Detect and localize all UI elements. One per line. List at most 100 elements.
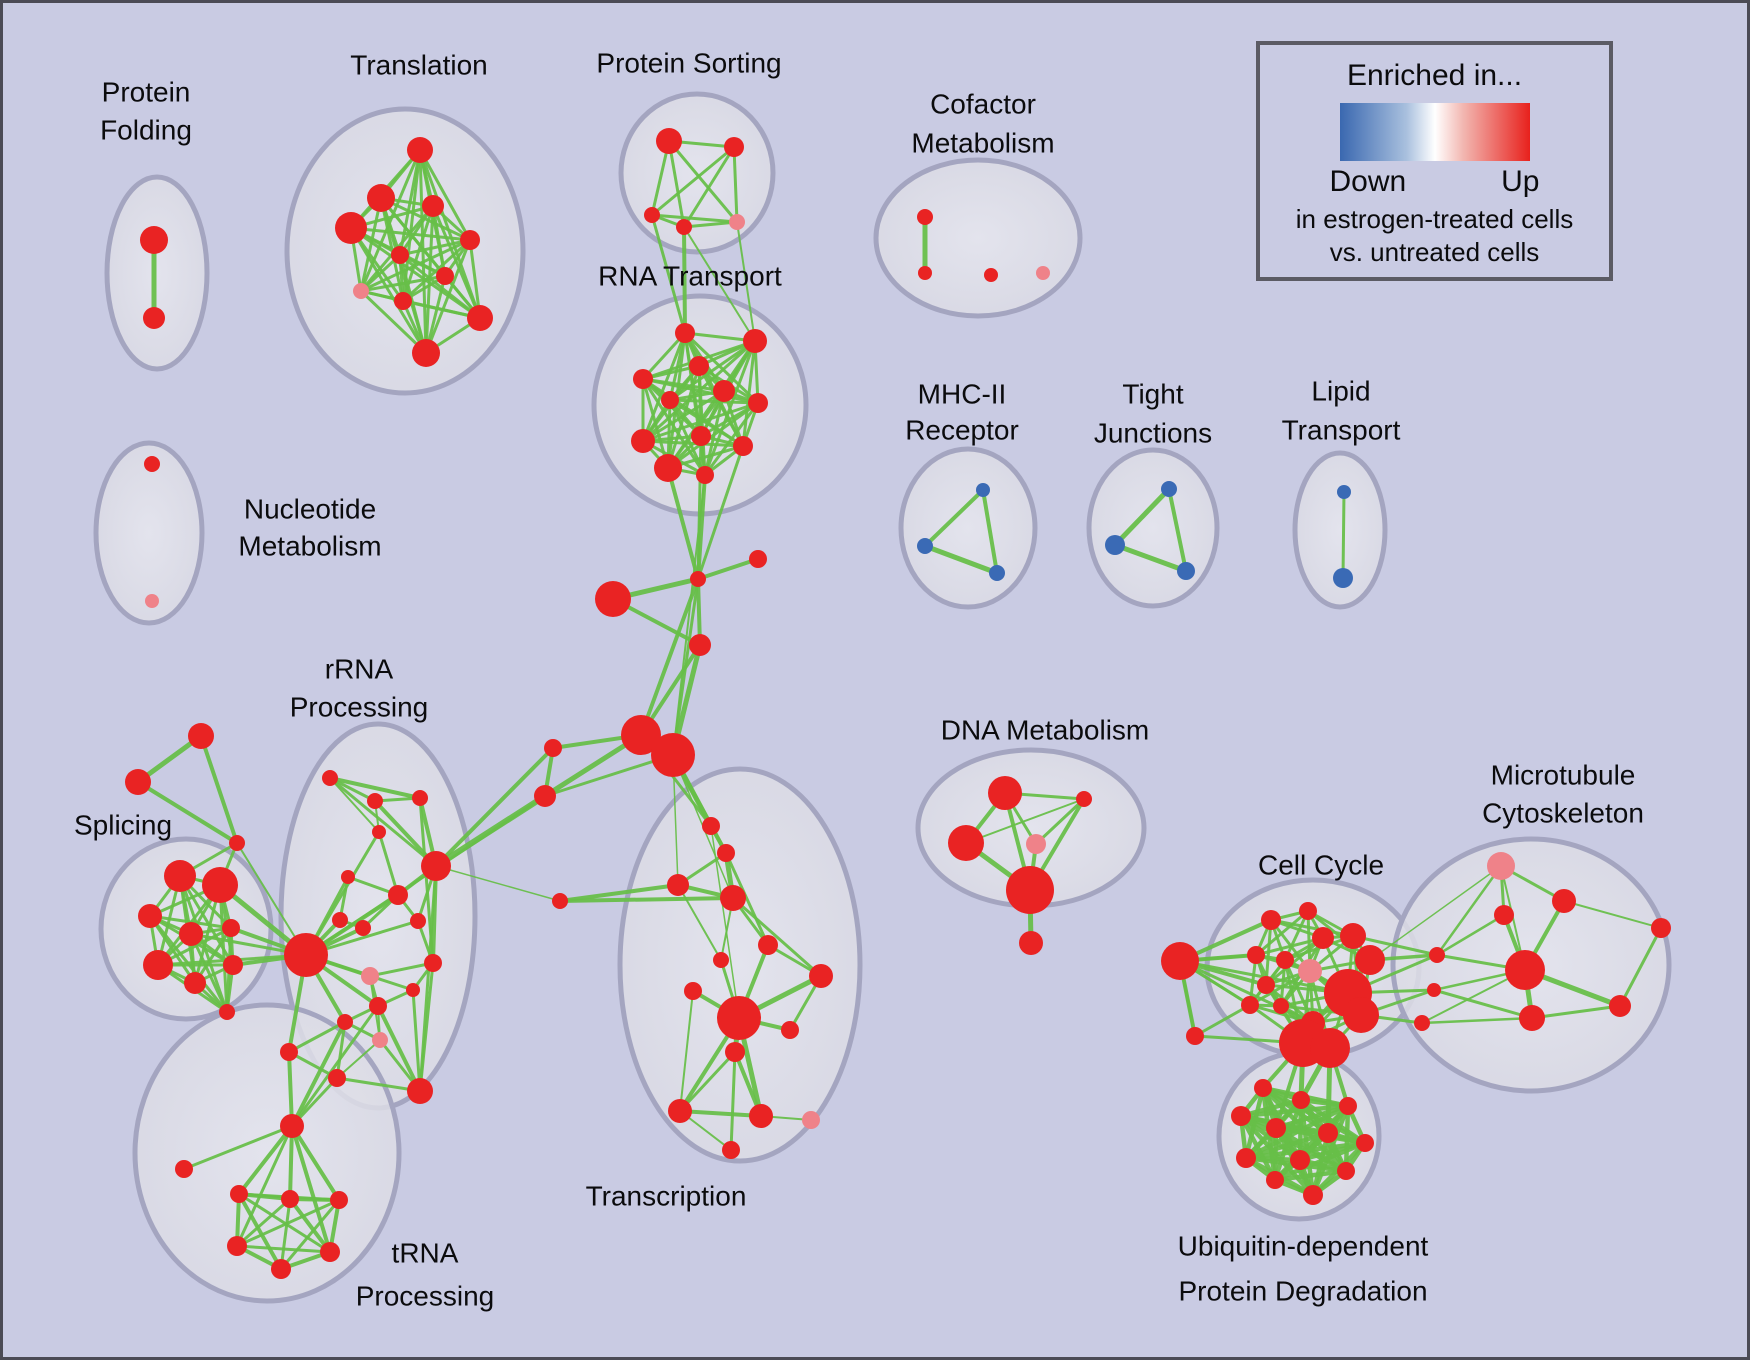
node-nucleotide-metabolism-1 (145, 594, 159, 608)
node-protein-sorting-1 (724, 137, 744, 157)
node-ubiquitin-degradation-11 (1303, 1185, 1323, 1205)
node-microtubule-cytoskeleton-6 (1651, 918, 1671, 938)
node-dna-metabolism-1 (1076, 791, 1092, 807)
node-mhc-ii-receptor-0 (976, 483, 990, 497)
edge-ubiquitin-degradation (1272, 1168, 1349, 1183)
node-nucleotide-metabolism-0 (144, 456, 160, 472)
edge-cell-cycle (1264, 936, 1325, 987)
node-microtubule-cytoskeleton-3 (1505, 950, 1545, 990)
legend-subtitle-line2: vs. untreated cells (1329, 237, 1540, 267)
node-transcription-3 (702, 817, 720, 835)
node-trna-processing-7 (271, 1259, 291, 1279)
edge-rna-transport (641, 331, 687, 443)
edge-translation (418, 148, 482, 320)
node-rrna-processing-7 (410, 913, 426, 929)
node-rrna-processing-8 (355, 920, 371, 936)
cluster-label-tight-junctions: Tight Junctions (1094, 379, 1212, 449)
node-splicing-5 (143, 950, 173, 980)
node-trna-processing-0 (280, 1114, 304, 1138)
node-dna-metabolism-4 (1006, 866, 1054, 914)
edge-translation (349, 226, 428, 355)
node-translation-9 (467, 305, 493, 331)
node-trna-processing-1 (175, 1160, 193, 1178)
edge-trna-processing (290, 1124, 332, 1254)
node-transcription-2 (720, 885, 746, 911)
edge-microtubule-cytoskeleton (1563, 900, 1662, 929)
network-canvas: Protein Folding Translation Protein Sorting… (74, 48, 1672, 1312)
node-cell-cycle-7 (1273, 998, 1289, 1014)
edge-splicing-triangle (135, 733, 204, 785)
edge-microtubule-cytoskeleton (1530, 1004, 1622, 1020)
node-protein-sorting-0 (656, 128, 682, 154)
cluster-label-rna-transport: RNA Transport (598, 261, 782, 292)
edge-trna-processing (182, 1124, 294, 1171)
edge-connectors (696, 557, 760, 581)
edge-rrna-processing (418, 961, 435, 1093)
node-translation-5 (391, 246, 409, 264)
edge-protein-sorting-to-rna-transport (683, 226, 756, 342)
edge-translation (398, 253, 482, 320)
edge-rrna-processing (336, 1039, 381, 1079)
node-splicing-8 (219, 1004, 235, 1020)
node-rrna-processing-15 (337, 1014, 353, 1030)
cluster-ellipse-lipid-transport (1292, 450, 1388, 610)
cluster-ellipse-protein-folding (104, 174, 210, 372)
node-transcription-4 (758, 935, 778, 955)
node-ubiquitin-degradation-9 (1266, 1171, 1284, 1189)
node-dna-metabolism-2 (948, 825, 984, 861)
node-ubiquitin-degradation-3 (1231, 1106, 1251, 1126)
node-cell-cycle-1 (1299, 902, 1317, 920)
node-transcription-10 (809, 964, 833, 988)
node-microtubule-cytoskeleton-5 (1519, 1005, 1545, 1031)
edge-trna-processing (235, 1198, 341, 1248)
node-cofactor-metabolism-3 (1036, 266, 1050, 280)
edge-translation (398, 238, 472, 257)
node-mhc-ii-receptor-2 (989, 565, 1005, 581)
edge-protein-sorting (732, 145, 739, 224)
node-rrna-processing-17 (407, 1078, 433, 1104)
node-rrna-processing-2 (412, 790, 428, 806)
edge-translation (401, 299, 482, 320)
legend-up-label: Up (1501, 165, 1540, 198)
edge-dna-metabolism (1034, 797, 1086, 846)
node-ubiquitin-degradation-4 (1266, 1118, 1286, 1138)
node-mhc-ii-receptor-1 (917, 538, 933, 554)
node-cofactor-metabolism-0 (917, 209, 933, 225)
edge-tight-junctions (1112, 542, 1189, 574)
cluster-label-protein-folding: Protein Folding (100, 77, 192, 146)
edge-translation (359, 148, 422, 293)
node-translation-0 (407, 137, 433, 163)
node-tight-junctions-2 (1177, 562, 1195, 580)
node-protein-sorting-3 (676, 219, 692, 235)
edge-connectors-to-microtubule-cytoskeleton (1435, 913, 1506, 957)
edge-protein-sorting-to-rna-transport (736, 221, 756, 342)
edge-splicing (218, 883, 229, 1014)
cluster-ellipses (93, 91, 1672, 1304)
legend-down-label: Down (1329, 165, 1407, 198)
node-cell-cycle-3 (1276, 951, 1294, 969)
node-ubiquitin-degradation-5 (1318, 1123, 1338, 1143)
node-rna-transport-5 (661, 391, 679, 409)
edge-translation (359, 289, 428, 355)
edge-ubiquitin-degradation (1243, 1130, 1331, 1161)
node-rrna-processing-16 (372, 1032, 388, 1048)
node-cell-cycle-4 (1298, 959, 1322, 983)
cluster-labels: Protein Folding Translation Protein Sorting… (74, 48, 1644, 1312)
node-translation-4 (460, 230, 480, 250)
edge-rna-transport (668, 398, 760, 405)
edge-trna-processing (237, 1192, 283, 1271)
edge-trna-processing (288, 1124, 294, 1201)
edge-transcription (678, 1109, 763, 1118)
edge-rna-transport (641, 331, 687, 381)
edge-splicing (189, 932, 229, 1014)
node-dna-metabolism-0 (988, 776, 1022, 810)
node-rna-transport-10 (654, 454, 682, 482)
node-connectors-2 (595, 581, 631, 617)
node-cell-cycle-10 (1312, 927, 1334, 949)
edge-rrna-processing (335, 1076, 422, 1093)
edge-translation (418, 148, 472, 242)
edge-lipid-transport (1341, 490, 1346, 580)
node-connectors-11 (1414, 1015, 1430, 1031)
cluster-label-lipid-transport: Lipid Transport (1282, 376, 1401, 446)
edge-translation (424, 238, 472, 355)
